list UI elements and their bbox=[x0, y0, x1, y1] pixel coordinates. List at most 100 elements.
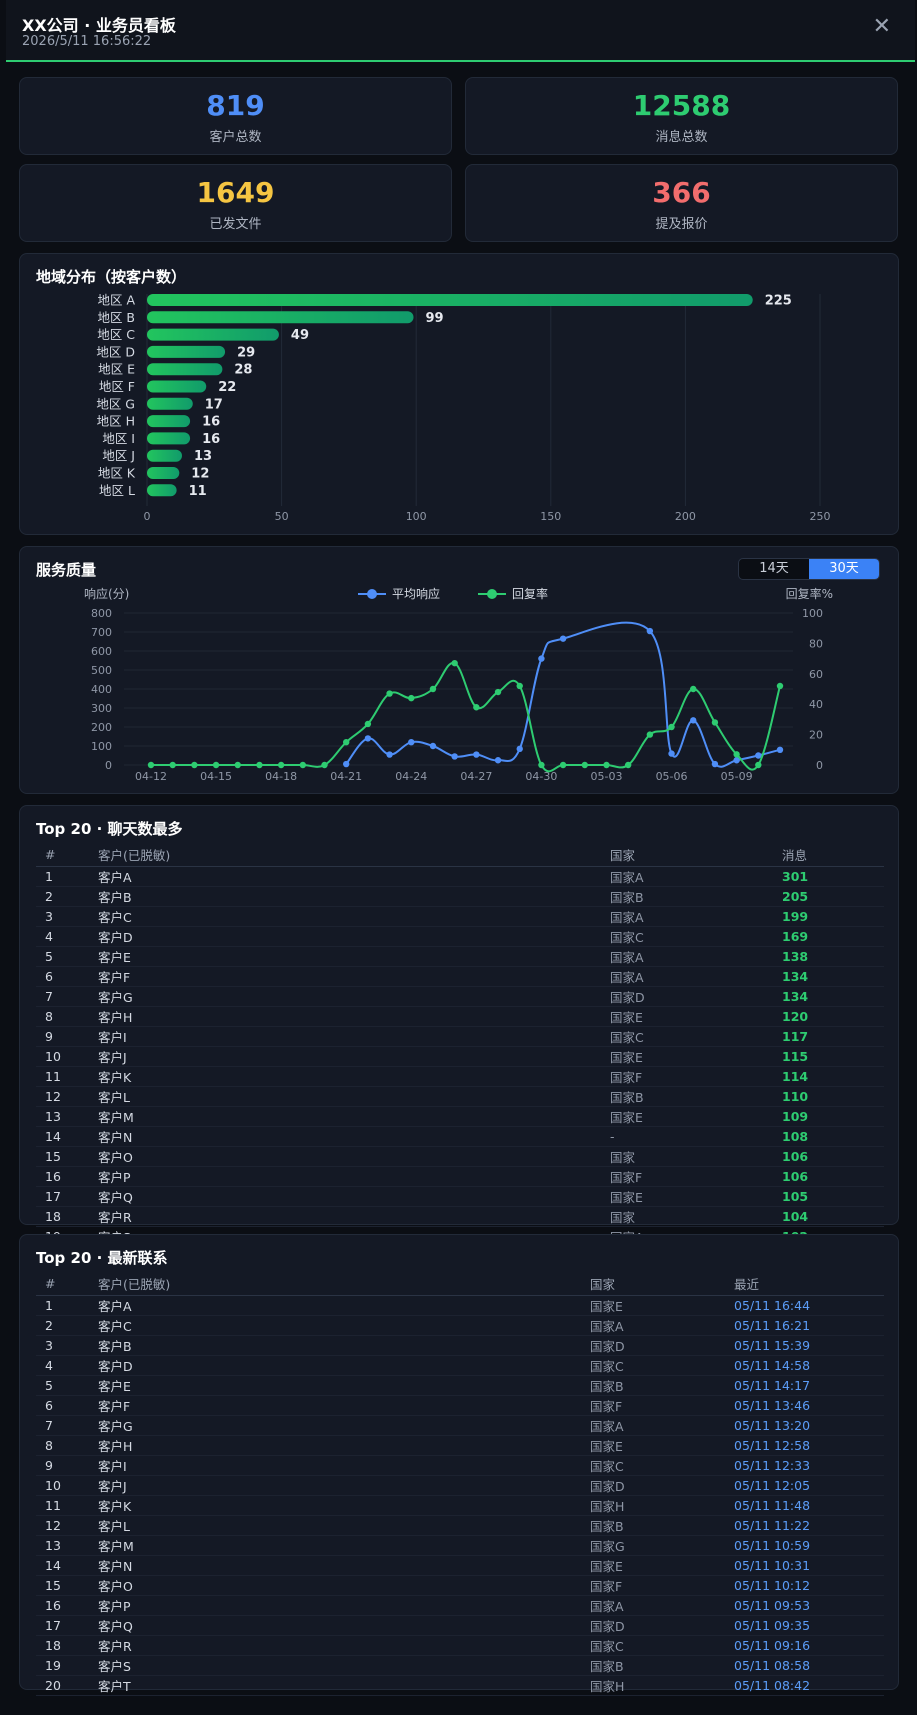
table-row[interactable]: 17 客户Q 国家E 105 bbox=[36, 1186, 884, 1207]
table-row[interactable]: 16 客户P 国家A 05/11 09:53 bbox=[36, 1595, 884, 1616]
bar-value-label: 99 bbox=[426, 311, 444, 326]
y-left-tick-label: 0 bbox=[105, 759, 112, 772]
last-contact-cell: 05/11 09:35 bbox=[734, 1615, 884, 1636]
message-count-cell: 134 bbox=[782, 966, 884, 987]
table-row[interactable]: 16 客户P 国家F 106 bbox=[36, 1166, 884, 1187]
rank-cell: 8 bbox=[36, 1006, 98, 1027]
data-point bbox=[776, 682, 784, 690]
tab-30-days[interactable]: 30天 bbox=[809, 559, 879, 579]
column-header: 国家 bbox=[610, 844, 782, 867]
rank-cell: 14 bbox=[36, 1555, 98, 1576]
table-row[interactable]: 13 客户M 国家E 109 bbox=[36, 1106, 884, 1127]
table-row[interactable]: 12 客户L 国家B 110 bbox=[36, 1086, 884, 1107]
data-point bbox=[299, 761, 307, 769]
table-row[interactable]: 15 客户O 国家F 05/11 10:12 bbox=[36, 1575, 884, 1596]
table-row[interactable]: 6 客户F 国家A 134 bbox=[36, 966, 884, 987]
top-chats-card: Top 20 · 聊天数最多 # 客户(已脱敏) 国家 消息 1 客户A 国家A 30… bbox=[19, 805, 899, 1267]
range-toggle[interactable]: 14天 30天 bbox=[738, 558, 880, 580]
country-cell: 国家E bbox=[590, 1555, 734, 1576]
customer-cell: 客户F bbox=[98, 966, 610, 987]
table-row[interactable]: 19 客户S 国家B 05/11 08:58 bbox=[36, 1655, 884, 1676]
last-contact-cell: 05/11 11:22 bbox=[734, 1515, 884, 1536]
table-row[interactable]: 4 客户D 国家C 169 bbox=[36, 926, 884, 947]
data-point bbox=[646, 731, 654, 738]
stat-card-quotes: 366 提及报价 bbox=[465, 164, 898, 242]
table-row[interactable]: 14 客户N -108 bbox=[36, 1126, 884, 1147]
customer-cell: 客户F bbox=[98, 1395, 590, 1416]
last-contact-cell: 05/11 15:39 bbox=[734, 1335, 884, 1356]
close-icon[interactable]: ✕ bbox=[872, 14, 891, 39]
country-cell: 国家F bbox=[610, 1066, 782, 1087]
country-cell: 国家D bbox=[590, 1475, 734, 1496]
data-point bbox=[234, 761, 241, 769]
country-cell: - bbox=[610, 1126, 782, 1147]
table-row[interactable]: 10 客户J 国家E 115 bbox=[36, 1046, 884, 1067]
table-row[interactable]: 15 客户O 国家 106 bbox=[36, 1146, 884, 1167]
table-row[interactable]: 11 客户K 国家F 114 bbox=[36, 1066, 884, 1087]
table-row[interactable]: 7 客户G 国家D 134 bbox=[36, 986, 884, 1007]
customer-cell: 客户H bbox=[98, 1435, 590, 1456]
table-row[interactable]: 8 客户H 国家E 120 bbox=[36, 1006, 884, 1027]
table-row[interactable]: 2 客户B 国家B 205 bbox=[36, 886, 884, 907]
customer-cell: 客户H bbox=[98, 1006, 610, 1027]
region-bar bbox=[147, 449, 182, 462]
table-row[interactable]: 3 客户C 国家A 199 bbox=[36, 906, 884, 927]
table-row[interactable]: 14 客户N 国家E 05/11 10:31 bbox=[36, 1555, 884, 1576]
table-row[interactable]: 9 客户I 国家C 117 bbox=[36, 1026, 884, 1047]
top-chats-table: # 客户(已脱敏) 国家 消息 1 客户A 国家A 301 2 客户B 国家B 205 3 客户C… bbox=[36, 844, 884, 1267]
table-row[interactable]: 7 客户G 国家A 05/11 13:20 bbox=[36, 1415, 884, 1436]
legend-marker bbox=[487, 589, 497, 599]
table-row[interactable]: 6 客户F 国家F 05/11 13:46 bbox=[36, 1395, 884, 1416]
stat-value: 1649 bbox=[196, 176, 275, 209]
data-point bbox=[408, 739, 415, 746]
table-row[interactable]: 5 客户E 国家A 138 bbox=[36, 946, 884, 967]
table-row[interactable]: 12 客户L 国家B 05/11 11:22 bbox=[36, 1515, 884, 1536]
customer-cell: 客户Q bbox=[98, 1186, 610, 1207]
bar-value-label: 16 bbox=[202, 415, 220, 430]
last-contact-cell: 05/11 09:53 bbox=[734, 1595, 884, 1616]
table-row[interactable]: 13 客户M 国家G 05/11 10:59 bbox=[36, 1535, 884, 1556]
rank-cell: 12 bbox=[36, 1515, 98, 1536]
table-row[interactable]: 4 客户D 国家C 05/11 14:58 bbox=[36, 1355, 884, 1376]
stat-card-customers: 819 客户总数 bbox=[19, 77, 452, 155]
bar-value-label: 28 bbox=[234, 363, 252, 378]
data-point bbox=[624, 761, 632, 769]
customer-cell: 客户C bbox=[98, 906, 610, 927]
message-count-cell: 114 bbox=[782, 1066, 884, 1087]
country-cell: 国家C bbox=[610, 926, 782, 947]
tab-14-days[interactable]: 14天 bbox=[759, 561, 789, 576]
table-row[interactable]: 11 客户K 国家H 05/11 11:48 bbox=[36, 1495, 884, 1516]
y-right-tick-label: 80 bbox=[809, 637, 823, 650]
table-row[interactable]: 3 客户B 国家D 05/11 15:39 bbox=[36, 1335, 884, 1356]
y-right-axis-label: 回复率% bbox=[786, 586, 833, 601]
data-point bbox=[473, 751, 480, 758]
country-cell: 国家 bbox=[610, 1206, 782, 1227]
data-point bbox=[364, 720, 372, 728]
table-row[interactable]: 5 客户E 国家B 05/11 14:17 bbox=[36, 1375, 884, 1396]
table-row[interactable]: 10 客户J 国家D 05/11 12:05 bbox=[36, 1475, 884, 1496]
x-tick-label: 04-12 bbox=[135, 770, 167, 783]
region-bar bbox=[147, 363, 223, 376]
table-row[interactable]: 18 客户R 国家C 05/11 09:16 bbox=[36, 1635, 884, 1656]
customer-cell: 客户T bbox=[98, 1675, 590, 1696]
region-card: 地域分布（按客户数） 0 50 100 150 200 250 地区 A 225 地区 B 99 地… bbox=[19, 253, 899, 535]
x-tick-label: 100 bbox=[406, 510, 427, 523]
table-row[interactable]: 9 客户I 国家C 05/11 12:33 bbox=[36, 1455, 884, 1476]
table-row[interactable]: 17 客户Q 国家D 05/11 09:35 bbox=[36, 1615, 884, 1636]
table-row[interactable]: 1 客户A 国家E 05/11 16:44 bbox=[36, 1295, 884, 1316]
table-row[interactable]: 1 客户A 国家A 301 bbox=[36, 866, 884, 887]
table-row[interactable]: 8 客户H 国家E 05/11 12:58 bbox=[36, 1435, 884, 1456]
rank-cell: 1 bbox=[36, 1295, 98, 1316]
table-row[interactable]: 18 客户R 国家 104 bbox=[36, 1206, 884, 1227]
x-tick-label: 50 bbox=[275, 510, 289, 523]
bar-value-label: 17 bbox=[205, 397, 223, 412]
region-label: 地区 B bbox=[97, 310, 135, 325]
country-cell: 国家H bbox=[590, 1675, 734, 1696]
country-cell: 国家A bbox=[610, 966, 782, 987]
rank-cell: 18 bbox=[36, 1206, 98, 1227]
table-row[interactable]: 20 客户T 国家H 05/11 08:42 bbox=[36, 1675, 884, 1696]
table-row[interactable]: 2 客户C 国家A 05/11 16:21 bbox=[36, 1315, 884, 1336]
recent-card: Top 20 · 最新联系 # 客户(已脱敏) 国家 最近 1 客户A 国家E 05/… bbox=[19, 1234, 899, 1696]
y-right-tick-label: 0 bbox=[816, 759, 823, 772]
last-contact-cell: 05/11 14:58 bbox=[734, 1355, 884, 1376]
